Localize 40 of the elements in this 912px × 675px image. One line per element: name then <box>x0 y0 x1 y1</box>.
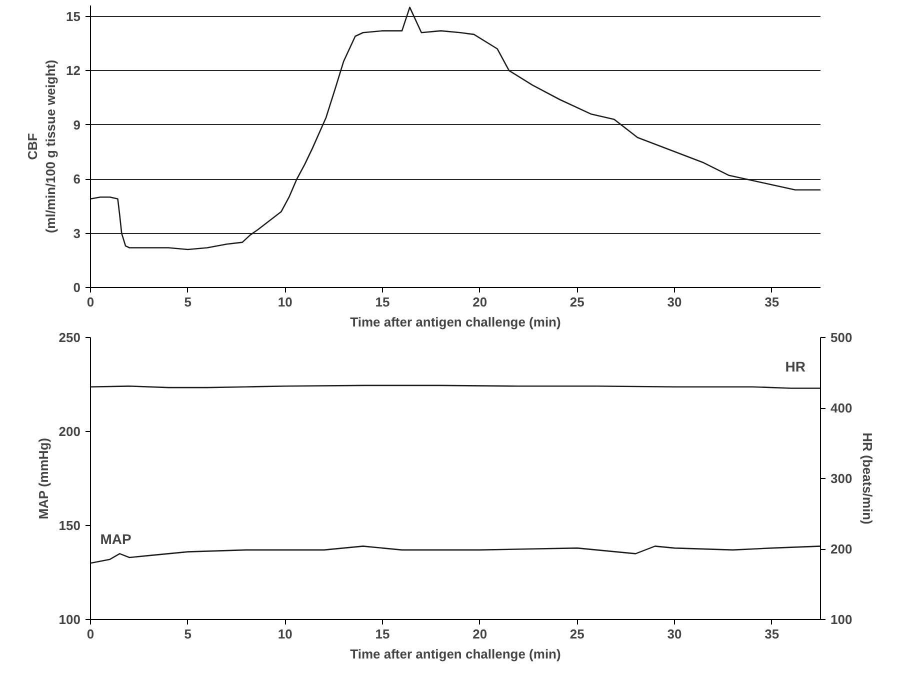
line-series <box>90 546 820 564</box>
x-tick-label: 20 <box>472 294 488 310</box>
y-tick-label: 0 <box>73 280 81 295</box>
y-tick-label: 200 <box>58 424 81 439</box>
y-tick-label: 12 <box>66 63 81 78</box>
x-tick-label: 0 <box>86 294 94 310</box>
y-tick-label: 15 <box>66 8 81 24</box>
x-axis-title: Time after antigen challenge (min) <box>350 646 561 662</box>
x-tick-label: 10 <box>278 294 292 310</box>
x-tick-label: 35 <box>764 626 780 642</box>
line-series <box>90 6 820 250</box>
y-tick-label: 150 <box>58 518 81 533</box>
y2-tick-label: 300 <box>830 471 852 486</box>
y-tick-label: 6 <box>73 172 81 187</box>
x-tick-label: 20 <box>472 626 488 642</box>
x-tick-label: 15 <box>375 626 390 642</box>
x-axis-title: Time after antigen challenge (min) <box>350 314 561 330</box>
x-tick-label: 30 <box>667 626 682 642</box>
x-tick-label: 25 <box>570 626 584 642</box>
y-tick-label: 3 <box>73 226 81 241</box>
y-tick-label: 250 <box>58 330 81 345</box>
series-label: MAP <box>100 531 132 548</box>
y2-tick-label: 400 <box>830 400 852 416</box>
x-tick-label: 10 <box>278 626 292 642</box>
y2-axis-title: HR (beats/min) <box>860 432 876 524</box>
y2-tick-label: 100 <box>830 612 852 627</box>
y-axis-title: MAP (mmHg) <box>36 438 51 520</box>
series-label: HR <box>785 358 806 374</box>
y2-tick-label: 200 <box>830 542 852 556</box>
x-tick-label: 5 <box>184 294 192 310</box>
y2-tick-label: 500 <box>830 330 852 345</box>
x-tick-label: 0 <box>86 626 94 642</box>
y-tick-label: 9 <box>73 117 81 132</box>
y-axis-title: CBF (ml/min/100 g tissue weight) <box>25 60 58 234</box>
y-tick-label: 100 <box>58 612 81 627</box>
x-tick-label: 35 <box>764 294 780 310</box>
x-tick-label: 15 <box>375 294 390 310</box>
x-tick-label: 25 <box>570 294 584 310</box>
x-tick-label: 5 <box>184 626 192 642</box>
x-tick-label: 30 <box>667 294 682 310</box>
